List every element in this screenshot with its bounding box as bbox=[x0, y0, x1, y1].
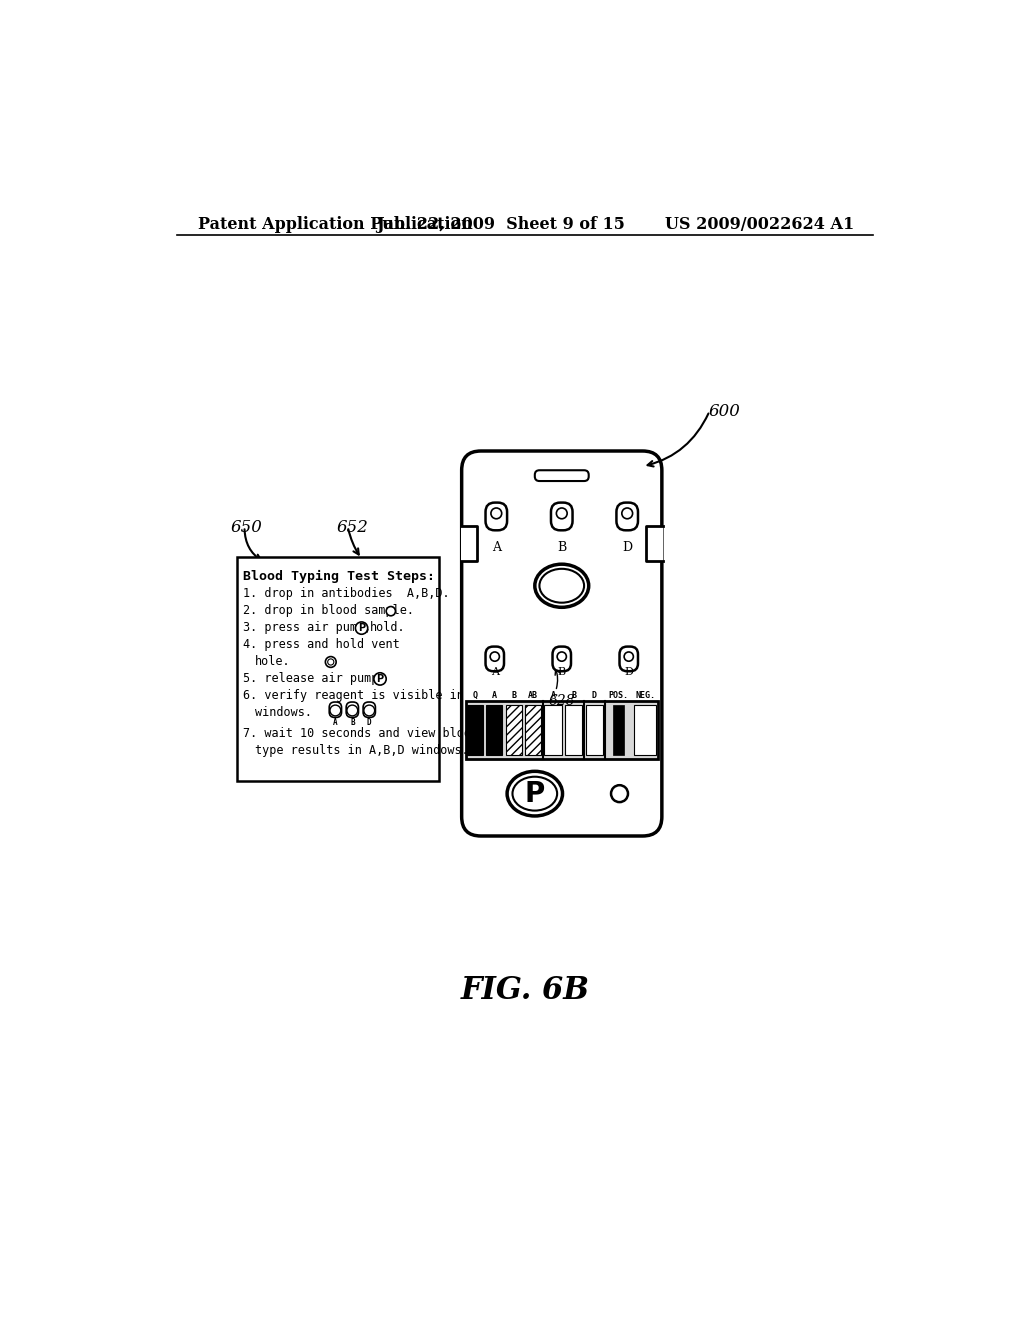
Bar bbox=[524, 705, 541, 755]
Text: A: A bbox=[550, 690, 555, 700]
FancyBboxPatch shape bbox=[462, 451, 662, 836]
FancyBboxPatch shape bbox=[535, 470, 589, 480]
Text: AB: AB bbox=[528, 690, 538, 700]
Bar bbox=[506, 705, 521, 755]
Text: 6. verify reagent is visible in: 6. verify reagent is visible in bbox=[243, 689, 464, 702]
FancyBboxPatch shape bbox=[330, 702, 342, 718]
Bar bbox=[467, 705, 483, 755]
Text: B: B bbox=[350, 718, 354, 727]
Text: POS.: POS. bbox=[609, 690, 629, 700]
Text: A: A bbox=[492, 541, 501, 554]
Ellipse shape bbox=[512, 776, 557, 810]
Text: B: B bbox=[558, 667, 566, 677]
Bar bbox=[635, 705, 656, 755]
Text: P: P bbox=[358, 623, 366, 634]
Circle shape bbox=[374, 673, 386, 685]
FancyBboxPatch shape bbox=[364, 702, 376, 718]
Text: 600: 600 bbox=[708, 404, 740, 420]
Bar bbox=[466, 701, 658, 759]
Bar bbox=[565, 705, 583, 755]
Bar bbox=[461, 527, 478, 561]
Circle shape bbox=[330, 705, 341, 715]
Text: 628: 628 bbox=[549, 693, 575, 708]
FancyBboxPatch shape bbox=[346, 702, 358, 718]
Text: 2. drop in blood sample.: 2. drop in blood sample. bbox=[243, 605, 414, 618]
Text: D: D bbox=[623, 541, 632, 554]
Text: hold.: hold. bbox=[370, 622, 406, 634]
FancyBboxPatch shape bbox=[553, 647, 571, 671]
FancyBboxPatch shape bbox=[485, 647, 504, 671]
Circle shape bbox=[556, 508, 567, 519]
Circle shape bbox=[622, 508, 633, 519]
FancyBboxPatch shape bbox=[551, 503, 572, 531]
Circle shape bbox=[328, 659, 334, 665]
Text: P: P bbox=[524, 780, 545, 808]
Circle shape bbox=[355, 622, 368, 635]
Text: 4. press and hold vent: 4. press and hold vent bbox=[243, 638, 399, 651]
Text: 5. release air pump.: 5. release air pump. bbox=[243, 672, 385, 685]
Text: 652: 652 bbox=[337, 519, 369, 536]
Circle shape bbox=[326, 656, 336, 668]
Text: 7. wait 10 seconds and view blood: 7. wait 10 seconds and view blood bbox=[243, 727, 478, 741]
Circle shape bbox=[490, 508, 502, 519]
Text: A: A bbox=[333, 718, 338, 727]
Text: Blood Typing Test Steps:: Blood Typing Test Steps: bbox=[243, 570, 435, 582]
Text: D: D bbox=[625, 667, 633, 677]
FancyBboxPatch shape bbox=[620, 647, 638, 671]
Circle shape bbox=[347, 705, 357, 715]
Text: D: D bbox=[367, 718, 372, 727]
Text: D: D bbox=[592, 690, 597, 700]
Bar bbox=[586, 705, 603, 755]
Circle shape bbox=[364, 705, 375, 715]
Text: 3. press air pump,: 3. press air pump, bbox=[243, 622, 372, 634]
Bar bbox=[237, 557, 438, 780]
Ellipse shape bbox=[507, 771, 562, 816]
Text: A: A bbox=[492, 690, 497, 700]
Ellipse shape bbox=[540, 569, 584, 603]
Text: Q: Q bbox=[473, 690, 477, 700]
Circle shape bbox=[490, 652, 500, 661]
Text: hole.: hole. bbox=[255, 655, 290, 668]
Ellipse shape bbox=[535, 564, 589, 607]
Text: 1. drop in antibodies  A,B,D.: 1. drop in antibodies A,B,D. bbox=[243, 587, 450, 601]
Bar bbox=[544, 705, 562, 755]
Text: Patent Application Publication: Patent Application Publication bbox=[199, 216, 473, 234]
Text: windows.: windows. bbox=[255, 706, 311, 719]
Bar bbox=[644, 527, 663, 561]
Circle shape bbox=[611, 785, 628, 803]
Text: US 2009/0022624 A1: US 2009/0022624 A1 bbox=[666, 216, 854, 234]
Text: P: P bbox=[377, 675, 384, 684]
Circle shape bbox=[557, 652, 566, 661]
Text: Jan. 22, 2009  Sheet 9 of 15: Jan. 22, 2009 Sheet 9 of 15 bbox=[376, 216, 625, 234]
Text: A: A bbox=[490, 667, 499, 677]
Text: B: B bbox=[557, 541, 566, 554]
Text: FIG. 6B: FIG. 6B bbox=[461, 974, 589, 1006]
Text: 650: 650 bbox=[230, 519, 262, 536]
Circle shape bbox=[386, 607, 395, 616]
Text: type results in A,B,D windows.: type results in A,B,D windows. bbox=[255, 744, 468, 758]
Circle shape bbox=[625, 652, 634, 661]
Text: B: B bbox=[571, 690, 577, 700]
Bar bbox=[613, 705, 625, 755]
Text: B: B bbox=[511, 690, 516, 700]
Text: NEG.: NEG. bbox=[636, 690, 655, 700]
FancyBboxPatch shape bbox=[616, 503, 638, 531]
FancyBboxPatch shape bbox=[485, 503, 507, 531]
Bar bbox=[486, 705, 503, 755]
